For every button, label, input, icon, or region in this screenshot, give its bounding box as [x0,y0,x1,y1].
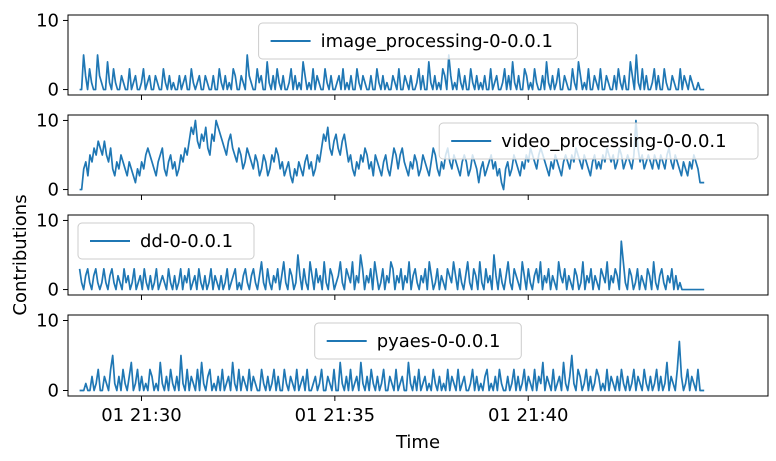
x-tick-labels: 01 21:30 01 21:35 01 21:40 [101,405,568,426]
legend-box [314,322,522,360]
axes-frame [67,114,769,196]
legend-label: image_processing-0-0.0.1 [321,31,553,52]
x-tick-label: 01 21:40 [488,405,569,426]
axes-frame [67,214,769,296]
y-tick-label: 0 [48,381,59,402]
legend: pyaes-0-0.0.1 [314,322,522,360]
x-axis-title: Time [395,432,440,453]
y-tick-label: 0 [48,180,59,201]
y-tick-label: 10 [36,311,59,332]
axes-frame [67,314,769,397]
panel-video_processing-0-0.0.1: 0 10 video_processing-0-0.0.1 [36,110,769,201]
legend-label: pyaes-0-0.0.1 [377,331,501,352]
y-tick-label: 10 [36,10,59,31]
legend: dd-0-0.0.1 [77,222,255,260]
y-tick-label: 10 [36,210,59,231]
legend-label: dd-0-0.0.1 [140,231,233,252]
legend-box [438,122,759,160]
series-line [79,119,705,191]
y-tick-label: 0 [48,80,59,101]
y-tick-label: 0 [48,280,59,301]
series-line [78,240,705,291]
panels-group: 0 10 image_processing-0-0.0.1 0 10 video_proc… [36,10,769,402]
x-tick-label: 01 21:35 [295,405,376,426]
legend-box [77,222,255,260]
axes-frame [67,14,769,96]
series-line [79,54,705,91]
legend-label: video_processing-0-0.0.1 [501,131,726,152]
y-axis-title: Contributions [10,194,31,315]
panel-image_processing-0-0.0.1: 0 10 image_processing-0-0.0.1 [36,10,769,101]
panel-dd-0-0.0.1: 0 10 dd-0-0.0.1 [36,210,769,301]
panel-pyaes-0-0.0.1: 0 10 pyaes-0-0.0.1 [36,311,769,402]
y-tick-label: 10 [36,110,59,131]
series-line [79,340,705,392]
legend-box [258,22,578,60]
x-tick-label: 01 21:30 [101,405,182,426]
legend: image_processing-0-0.0.1 [258,22,578,60]
legend: video_processing-0-0.0.1 [438,122,759,160]
